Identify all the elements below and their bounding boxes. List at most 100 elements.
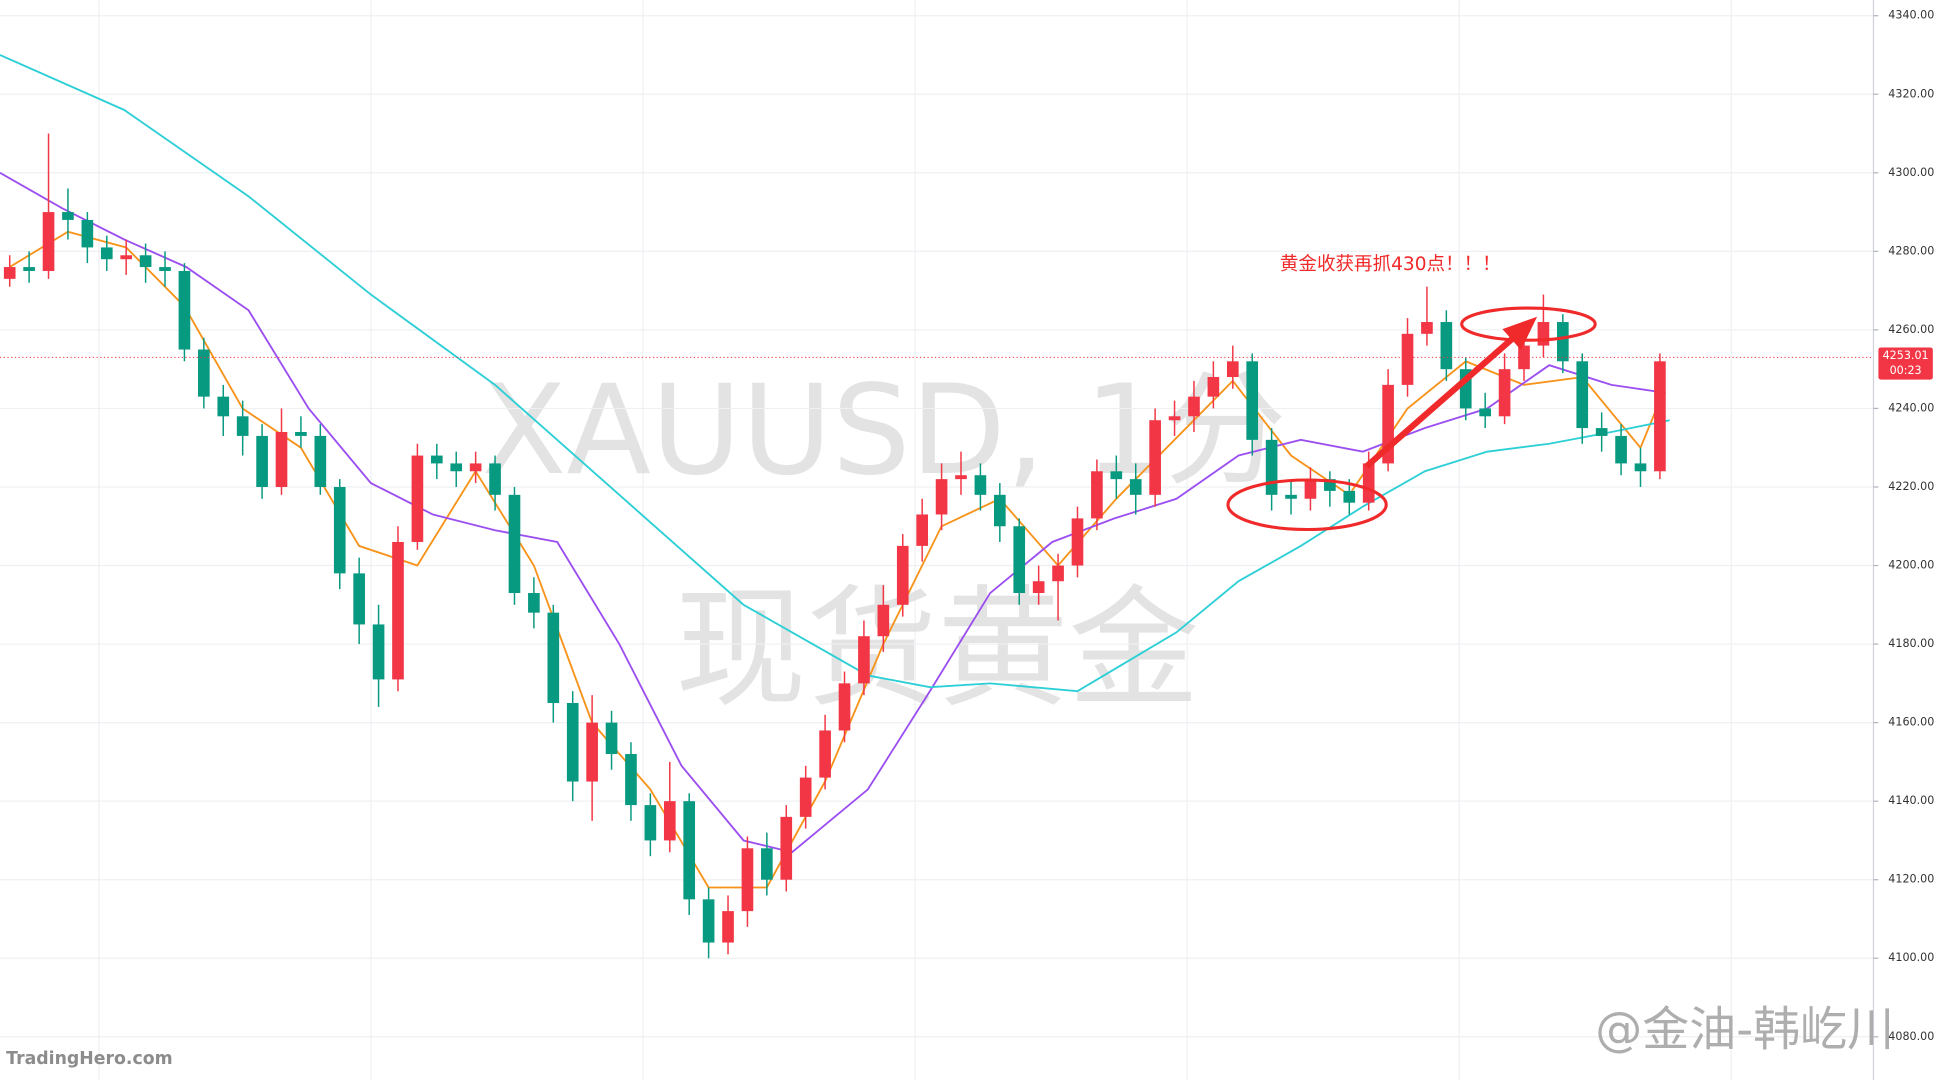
candle-body xyxy=(1576,361,1589,429)
candle-body xyxy=(896,545,909,605)
candle-body xyxy=(450,463,463,472)
candle-body xyxy=(333,486,346,574)
candle-body xyxy=(392,541,404,680)
candle-body xyxy=(314,435,327,487)
candle-body xyxy=(644,805,657,841)
candle-body xyxy=(1032,581,1045,594)
candle-body xyxy=(1052,565,1064,582)
y-tick-label: 4120.00 xyxy=(1888,873,1934,886)
y-tick-label: 4160.00 xyxy=(1888,716,1934,729)
candle-body xyxy=(1149,420,1161,495)
candle-body xyxy=(1459,369,1472,409)
annotation-group: 黄金收获再抓430点！！！ xyxy=(1226,254,1597,532)
y-tick-label: 4300.00 xyxy=(1888,166,1934,179)
watermark-symbol: XAUUSD, 1分 xyxy=(482,359,1287,503)
plot-area xyxy=(0,15,1874,1038)
candle-body xyxy=(683,801,696,900)
highlight-ellipse xyxy=(1226,478,1388,532)
candle-body xyxy=(1557,322,1569,362)
y-tick-label: 4280.00 xyxy=(1888,244,1934,257)
candle-body xyxy=(1188,396,1200,417)
moving-average-line xyxy=(9,230,1661,889)
candle-body xyxy=(1401,333,1414,385)
candle-body xyxy=(819,730,831,778)
weibo-watermark: @金油-韩屹川 xyxy=(1595,1002,1894,1057)
highlight-ellipse xyxy=(1460,306,1597,342)
candle-body xyxy=(1537,322,1550,346)
candle-body xyxy=(1382,384,1394,464)
candle-body xyxy=(1226,361,1239,378)
candle-body xyxy=(508,494,521,594)
candle-body xyxy=(1129,479,1142,495)
candle-body xyxy=(1343,490,1356,503)
y-tick-label: 4240.00 xyxy=(1888,401,1934,414)
candle-body xyxy=(100,247,113,260)
candle-body xyxy=(877,604,890,637)
candle-body xyxy=(236,416,249,436)
arrow-shaft xyxy=(1364,334,1517,469)
candle-body xyxy=(275,432,288,487)
candle-body xyxy=(1168,416,1181,421)
candle-body xyxy=(586,722,598,782)
candle-body xyxy=(566,702,579,782)
last-price-tag xyxy=(1878,347,1933,380)
candle-body xyxy=(1595,428,1608,436)
candle-body xyxy=(1013,526,1026,594)
candle-body xyxy=(159,267,171,271)
candle-body xyxy=(858,636,870,684)
annotation-text: 黄金收获再抓430点！！！ xyxy=(1280,254,1501,275)
y-tick-label: 4220.00 xyxy=(1888,480,1934,493)
candle-body xyxy=(722,911,734,943)
candle-body xyxy=(1498,369,1511,417)
candle-body xyxy=(663,801,676,841)
candle-body xyxy=(1246,361,1259,440)
candle-body xyxy=(916,514,928,546)
candle-body xyxy=(256,435,268,487)
candle-body xyxy=(469,463,482,472)
candle-body xyxy=(1071,518,1084,566)
watermark-name: 现货黄金 xyxy=(675,572,1199,725)
candle-body xyxy=(838,683,851,731)
candle-body xyxy=(62,212,74,220)
last-price-label: 4253.01 xyxy=(1883,349,1929,362)
arrow-head xyxy=(1502,316,1538,351)
y-tick-label: 4100.00 xyxy=(1888,951,1934,964)
y-tick-label: 4180.00 xyxy=(1888,637,1934,650)
candle-body xyxy=(1440,322,1453,370)
candle-body xyxy=(528,593,540,613)
candle-body xyxy=(994,494,1006,527)
candle-body xyxy=(799,777,812,817)
candle-body xyxy=(1362,463,1375,503)
candle-body xyxy=(1265,439,1278,495)
candle-body xyxy=(1654,361,1666,472)
candle-body xyxy=(605,722,618,755)
candle-body xyxy=(23,267,35,271)
y-tick-label: 4340.00 xyxy=(1888,9,1934,22)
candle-body xyxy=(81,219,94,248)
candle-body xyxy=(1207,377,1220,397)
branding-logo: TradingHero.com xyxy=(6,1049,172,1069)
countdown-label: 00:23 xyxy=(1890,364,1922,377)
candle-body xyxy=(295,432,307,436)
candle-body xyxy=(198,349,210,397)
candle-body xyxy=(741,848,754,912)
candle-body xyxy=(489,463,501,495)
candle-body xyxy=(625,754,637,806)
y-tick-label: 4260.00 xyxy=(1888,323,1934,336)
candle-body xyxy=(139,255,152,268)
candle-body xyxy=(547,612,560,703)
candle-body xyxy=(372,624,385,680)
candle-body xyxy=(120,255,133,260)
candle-body xyxy=(42,212,55,271)
grid xyxy=(98,0,1732,1080)
moving-average-line xyxy=(0,54,1670,693)
y-tick-label: 4140.00 xyxy=(1888,794,1934,807)
y-tick-label: 4200.00 xyxy=(1888,559,1934,572)
candle-body xyxy=(974,475,987,495)
candle-body xyxy=(411,455,424,542)
candle-body xyxy=(1324,479,1336,491)
y-tick-label: 4080.00 xyxy=(1888,1030,1934,1043)
candle-body xyxy=(780,816,793,880)
candle-body xyxy=(761,848,773,880)
